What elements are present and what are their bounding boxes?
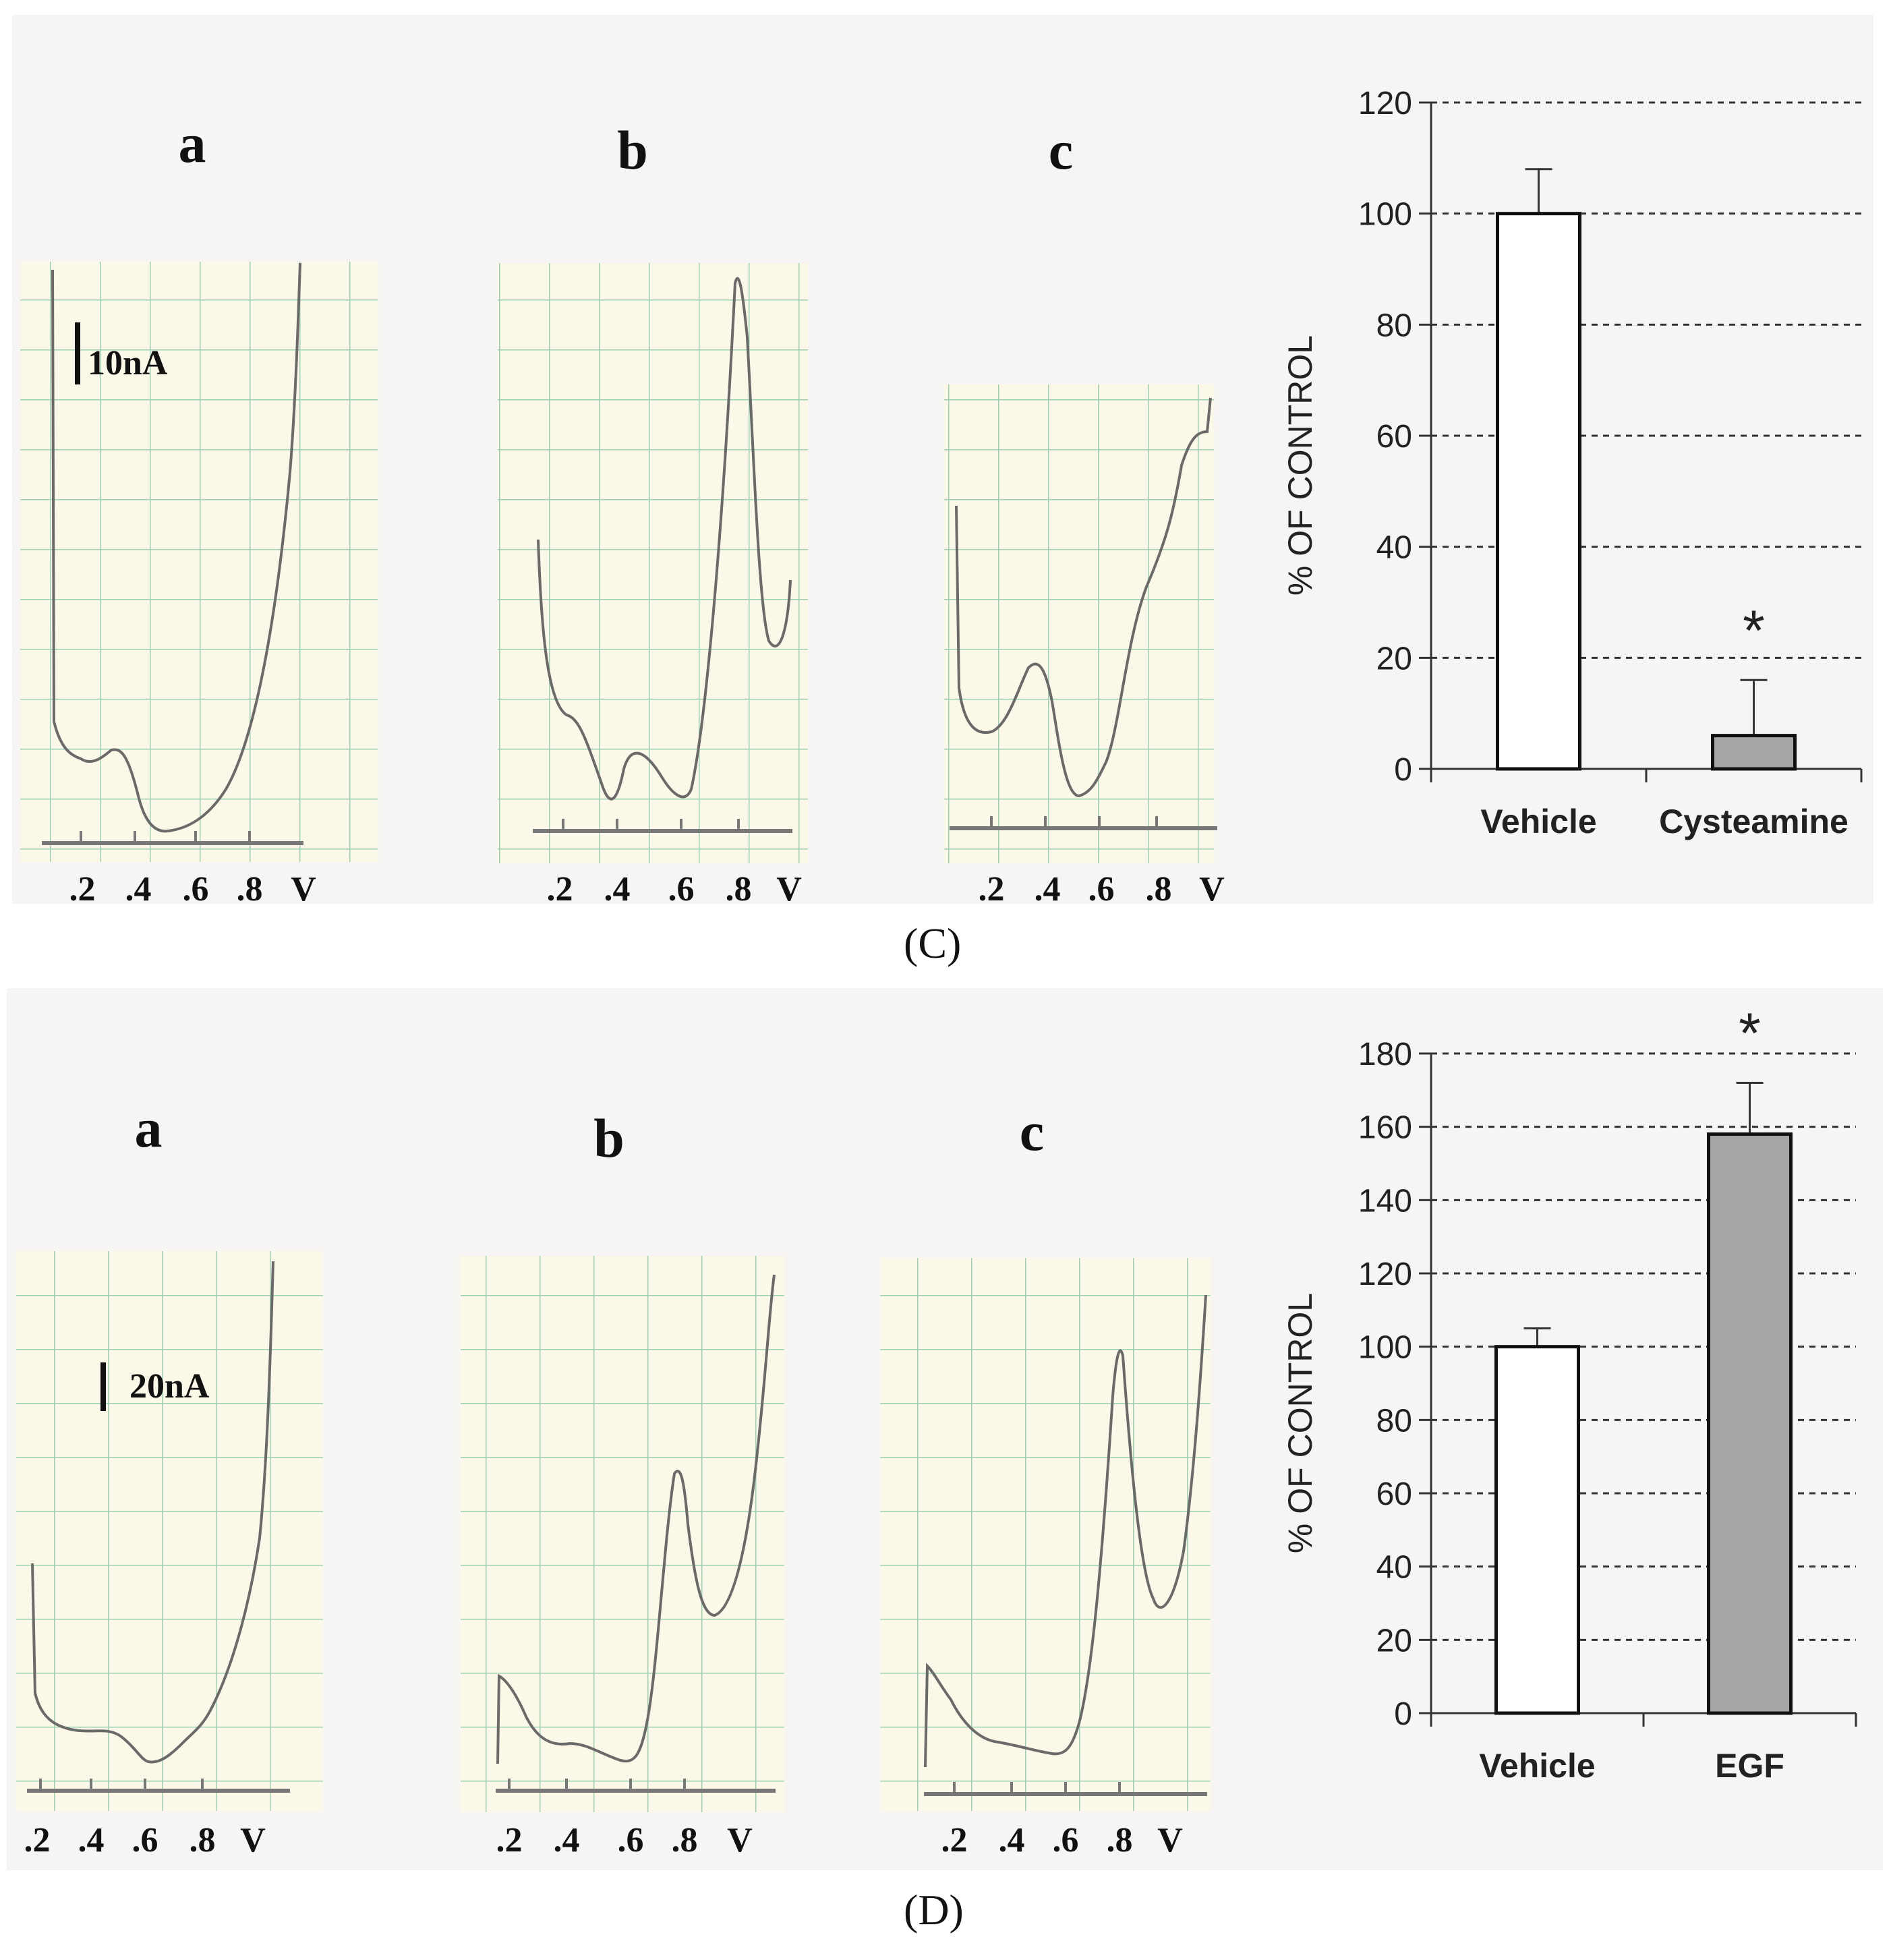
panel-d-axis-tick: .8: [672, 1821, 698, 1860]
panel-c-axis-tick: .6: [183, 870, 209, 909]
panel-c-axis-tick: .8: [1146, 870, 1172, 909]
panel-c-axis-tick: .6: [1088, 870, 1115, 909]
x-tick-label: Vehicle: [1480, 803, 1596, 840]
y-tick-label: 60: [1376, 1476, 1412, 1512]
y-tick-label: 80: [1376, 308, 1412, 343]
panel-c-trace-label-c: c: [1049, 119, 1073, 181]
panel-d-caption: (D): [904, 1886, 964, 1934]
panel-c-axis-tick: .2: [979, 870, 1005, 909]
x-tick-label: Vehicle: [1479, 1747, 1595, 1785]
y-tick-label: 20: [1376, 641, 1412, 676]
panel-d-axis-tick: .4: [78, 1821, 105, 1860]
panel-c-axis-tick: .6: [668, 870, 695, 909]
bar-cysteamine: [1711, 734, 1797, 771]
panel-c-axis-tick: .8: [726, 870, 752, 909]
panel-c-graph-paper-b: [498, 263, 808, 863]
panel-c-axis-tick: V: [291, 870, 316, 909]
panel-d-trace-a: [31, 1261, 274, 1764]
x-tick-label: EGF: [1715, 1747, 1784, 1785]
panel-d-axis-tick: V: [1157, 1821, 1183, 1860]
bar-vehicle: [1494, 1345, 1580, 1715]
bar-vehicle: [1496, 212, 1581, 771]
panel-c-axis-tick: .4: [1035, 870, 1061, 909]
panel-c-scale-bar-label: 10nA: [88, 344, 168, 382]
panel-d-scale-bar-label: 20nA: [129, 1367, 210, 1406]
panel-d-axis-tick: .6: [618, 1821, 644, 1860]
panel-d-bar-chart: 0 20 40 60 80 100 120 140 160 180 Vehicle EGF *: [1358, 1001, 1857, 1785]
panel-d-axis-tick: .2: [24, 1821, 51, 1860]
panel-c-axis-tick: .4: [604, 870, 631, 909]
panel-d-trace-label-a: a: [135, 1097, 163, 1159]
panel-d-axis-tick: V: [240, 1821, 266, 1860]
panel-c-trace-b: [537, 277, 792, 801]
panel-c-axis-tick: V: [1199, 870, 1225, 909]
panel-d-axis-tick: .2: [941, 1821, 968, 1860]
panel-d-trace-label-b: b: [593, 1107, 624, 1169]
panel-c-caption: (C): [904, 919, 962, 967]
panel-c-trace-a: [51, 262, 301, 833]
panel-d-axis-tick: .2: [496, 1821, 523, 1860]
panel-c-axis-tick: .2: [547, 870, 573, 909]
panel-c-axis-tick: .2: [69, 870, 96, 909]
y-tick-label: 0: [1394, 752, 1412, 788]
panel-c-axis-tick: .4: [125, 870, 152, 909]
y-tick-label: 100: [1358, 197, 1412, 233]
y-tick-label: 180: [1358, 1037, 1412, 1072]
panel-d-trace-b: [496, 1274, 776, 1764]
y-tick-label: 100: [1358, 1330, 1412, 1366]
panel-d-trace-c: [924, 1294, 1207, 1768]
y-tick-label: 80: [1376, 1403, 1412, 1439]
panel-c-chart-ylabel: % OF CONTROL: [1281, 335, 1319, 596]
panel-c-trace-label-b: b: [617, 119, 648, 181]
panel-d-graph-paper-c: [880, 1258, 1211, 1811]
x-tick-label: Cysteamine: [1659, 803, 1849, 840]
panel-d: a b c 20nA .2 .4 .6: [16, 1001, 1857, 1860]
panel-c-graph-paper-a: [20, 262, 378, 862]
y-tick-label: 140: [1358, 1183, 1412, 1219]
panel-d-axis-tick: V: [727, 1821, 753, 1860]
panel-d-axis-tick: .4: [999, 1821, 1025, 1860]
panel-d-chart-ylabel: % OF CONTROL: [1281, 1293, 1319, 1553]
y-tick-label: 40: [1376, 530, 1412, 566]
significance-marker: *: [1739, 1001, 1761, 1064]
panel-d-trace-label-c: c: [1020, 1101, 1044, 1162]
panel-c-axis-tick: V: [776, 870, 802, 909]
panel-c-bar-chart: 0 20 40 60 80 100 120 Vehicle Cysteamine *: [1358, 86, 1863, 840]
panel-d-axis-tick: .8: [190, 1821, 216, 1860]
panel-d-axis-tick: .6: [1053, 1821, 1079, 1860]
panel-d-axis-tick: .4: [554, 1821, 580, 1860]
y-tick-label: 160: [1358, 1110, 1412, 1146]
y-tick-label: 40: [1376, 1550, 1412, 1586]
panel-c-trace-c: [955, 397, 1212, 798]
y-tick-label: 120: [1358, 86, 1412, 121]
y-tick-label: 120: [1358, 1257, 1412, 1292]
y-tick-label: 20: [1376, 1623, 1412, 1659]
y-tick-label: 0: [1394, 1696, 1412, 1732]
panel-d-graph-paper-b: [461, 1256, 784, 1812]
bar-egf: [1707, 1132, 1793, 1715]
panel-c: a b c 10nA .2: [20, 86, 1863, 909]
panel-d-axis-tick: .8: [1107, 1821, 1133, 1860]
panel-c-trace-label-a: a: [179, 113, 206, 174]
y-tick-label: 60: [1376, 419, 1412, 455]
panel-c-axis-tick: .8: [237, 870, 263, 909]
panel-d-axis-tick: .6: [132, 1821, 158, 1860]
significance-marker: *: [1743, 598, 1765, 662]
panel-c-graph-paper-c: [944, 384, 1214, 863]
